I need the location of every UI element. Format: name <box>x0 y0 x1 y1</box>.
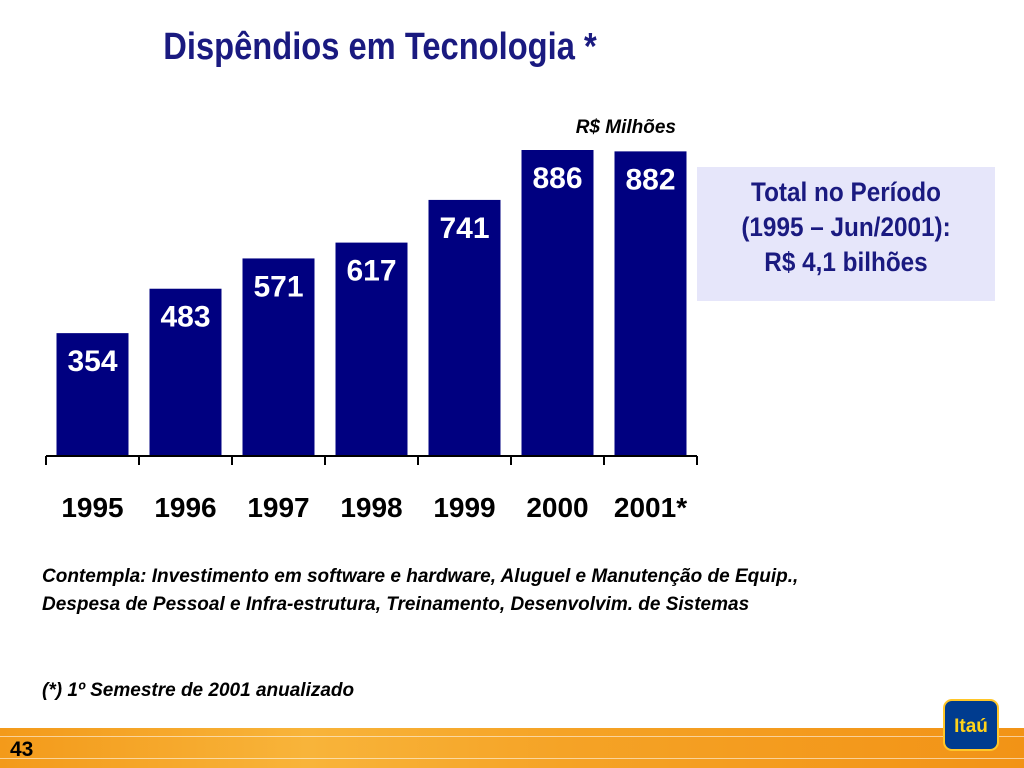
unit-label: R$ Milhões <box>575 117 676 138</box>
bar-1999 <box>428 199 501 455</box>
x-tick-label: 1998 <box>340 492 402 523</box>
x-tick-label: 1999 <box>433 492 495 523</box>
data-label: 741 <box>439 212 489 245</box>
x-tick-label: 2000 <box>526 492 588 523</box>
data-label: 882 <box>625 163 675 196</box>
total-period-box: Total no Período (1995 – Jun/2001): R$ 4… <box>697 167 995 301</box>
page-title: Dispêndios em Tecnologia * <box>163 26 597 68</box>
bar-2001 <box>614 151 687 456</box>
bar-1997 <box>242 258 315 455</box>
x-tick-label: 2001* <box>614 492 687 523</box>
data-label: 617 <box>346 255 396 288</box>
bar-1996 <box>149 288 222 455</box>
bar-1995 <box>56 333 129 455</box>
footnote-contempla: Contempla: Investimento em software e ha… <box>42 566 799 615</box>
bar-chart: 354 1995 483 1996 571 1997 617 1998 741 1999 886 20… <box>45 150 698 523</box>
x-tick-label: 1995 <box>61 492 123 523</box>
itau-logo: Itaú <box>943 699 999 751</box>
page-number: 43 <box>10 738 34 761</box>
data-label: 354 <box>67 345 117 378</box>
data-label: 571 <box>253 270 303 303</box>
total-box-line-3: R$ 4,1 bilhões <box>764 247 928 277</box>
total-box-line-2: (1995 – Jun/2001): <box>741 212 951 242</box>
x-tick-label: 1996 <box>154 492 216 523</box>
x-tick-label: 1997 <box>247 492 309 523</box>
data-label: 886 <box>532 162 582 195</box>
bar-1998 <box>335 242 408 455</box>
footnote-annualized: (*) 1º Semestre de 2001 anualizado <box>42 680 355 701</box>
bar-2000 <box>521 150 594 455</box>
bottom-bar <box>0 728 1024 768</box>
total-box-line-1: Total no Período <box>751 177 941 207</box>
data-label: 483 <box>160 301 210 334</box>
